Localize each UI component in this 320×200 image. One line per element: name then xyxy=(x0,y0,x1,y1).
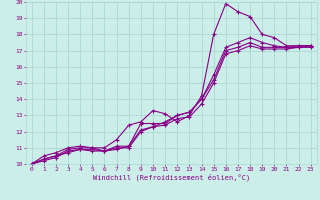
X-axis label: Windchill (Refroidissement éolien,°C): Windchill (Refroidissement éolien,°C) xyxy=(92,173,250,181)
